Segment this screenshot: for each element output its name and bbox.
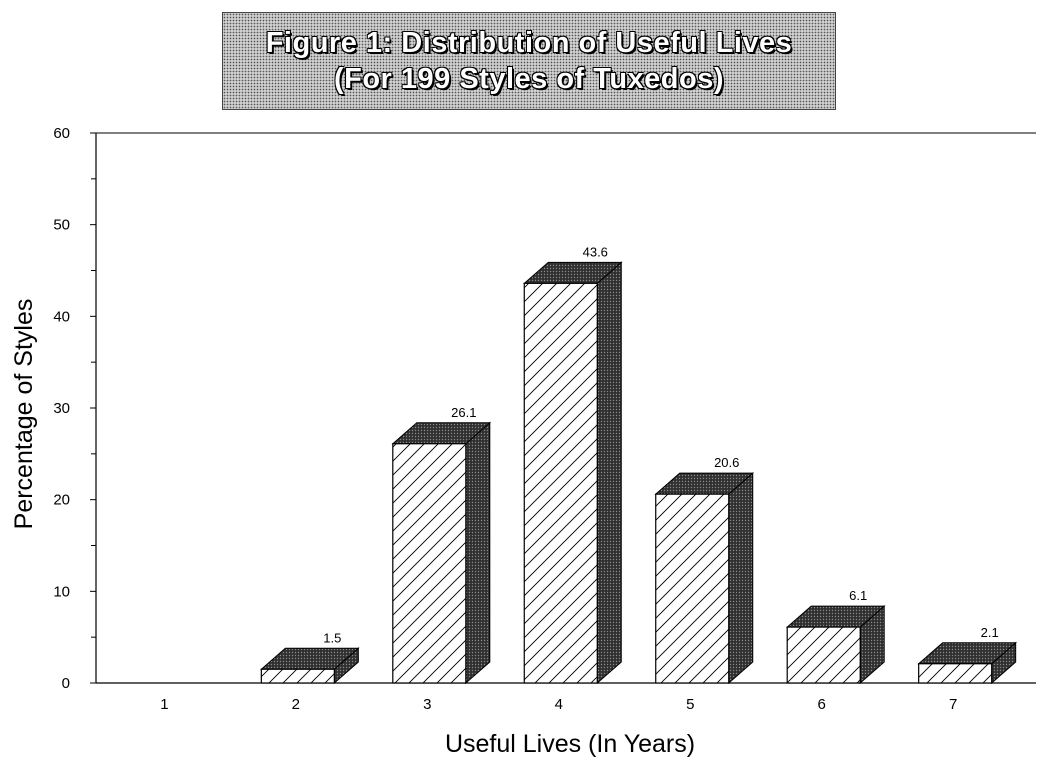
x-tick-label: 6 <box>818 696 826 713</box>
bar-value-label: 43.6 <box>583 244 608 259</box>
bar <box>392 443 467 684</box>
bar-side <box>465 421 491 685</box>
y-tick-label: 0 <box>62 675 70 692</box>
y-tick-label: 50 <box>53 217 70 234</box>
chart-title-box: Figure 1: Distribution of Useful Lives (… <box>222 12 836 110</box>
x-tick-label: 7 <box>949 696 957 713</box>
bar-value-label: 1.5 <box>323 630 341 645</box>
x-tick-label: 5 <box>686 696 694 713</box>
x-tick-label: 1 <box>160 696 168 713</box>
x-axis-title: Useful Lives (In Years) <box>445 730 695 758</box>
chart-subtitle: (For 199 Styles of Tuxedos) <box>333 63 725 95</box>
bar-side <box>596 261 622 685</box>
y-tick-label: 20 <box>53 492 70 509</box>
y-tick-label: 10 <box>53 583 70 600</box>
y-tick-label: 40 <box>53 308 70 325</box>
chart-title: Figure 1: Distribution of Useful Lives <box>265 27 793 59</box>
bar-value-label: 6.1 <box>849 588 867 603</box>
bar-side <box>728 472 754 685</box>
bar <box>260 668 335 684</box>
x-tick-label: 4 <box>555 696 563 713</box>
bar-value-label: 20.6 <box>714 455 739 470</box>
bar <box>655 493 730 684</box>
bar-value-label: 26.1 <box>451 405 476 420</box>
y-tick-label: 30 <box>53 400 70 417</box>
bar <box>786 626 861 684</box>
y-tick-label: 60 <box>53 125 70 142</box>
x-tick-label: 3 <box>423 696 431 713</box>
bar-value-label: 2.1 <box>981 625 999 640</box>
bar <box>523 282 598 684</box>
x-tick-label: 2 <box>292 696 300 713</box>
bar <box>918 663 993 684</box>
y-axis-title: Percentage of Styles <box>10 299 38 530</box>
